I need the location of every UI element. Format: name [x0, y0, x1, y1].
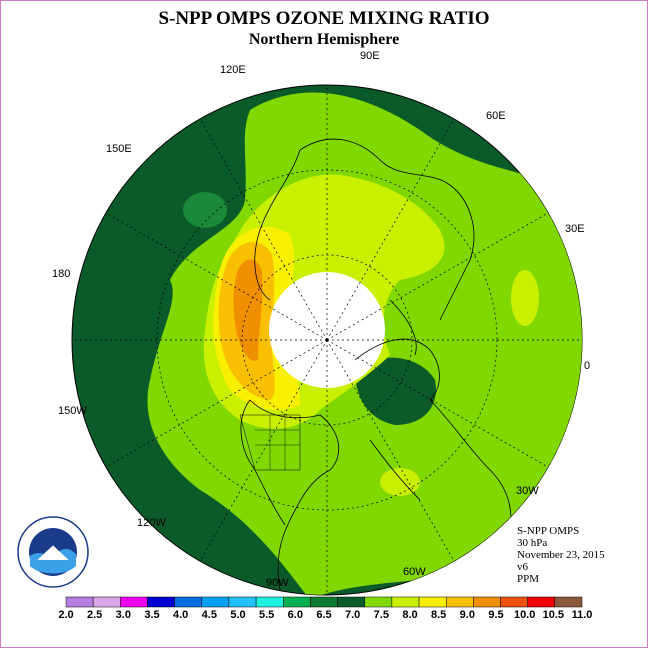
colorbar-tick-label: 6.5 [316, 609, 332, 621]
colorbar-swatch [473, 596, 501, 608]
colorbar-tick-label: 8.5 [431, 609, 447, 621]
info-date: November 23, 2015 [517, 549, 605, 561]
colorbar-swatch [255, 596, 284, 608]
lon-label-180: 180 [52, 268, 71, 280]
lon-label-30e: 30E [565, 223, 585, 235]
colorbar-tick-label: 2.5 [87, 609, 103, 621]
colorbar-swatch [445, 596, 474, 608]
page-subtitle: Northern Hemisphere [248, 31, 400, 48]
contour-6.5-spot [183, 192, 227, 228]
colorbar-tick-label: 4.0 [173, 609, 189, 621]
lon-label-120e: 120E [220, 64, 246, 76]
noaa-logo [17, 516, 89, 588]
lon-label-30w: 30W [516, 485, 539, 497]
ozone-field [147, 92, 582, 595]
page-title: S-NPP OMPS OZONE MIXING RATIO [158, 8, 490, 29]
colorbar-tick-label: 4.5 [201, 609, 217, 621]
coastlines [239, 138, 512, 591]
contour-8.0-blob3 [380, 468, 420, 496]
colorbar-swatch [283, 596, 311, 608]
colorbar-tick-label: 5.0 [230, 609, 246, 621]
contour-7.0-europe [355, 357, 436, 425]
contour-8.0-blob1 [383, 214, 427, 246]
colorbar-tick-label: 3.0 [115, 609, 131, 621]
info-level: 30 hPa [517, 537, 548, 549]
colorbar-swatch [310, 596, 338, 608]
contour-9.5 [233, 259, 263, 361]
colorbar-swatch [554, 596, 583, 608]
colorbar-tick-label: 2.0 [58, 609, 74, 621]
colorbar-swatch [147, 596, 175, 608]
lon-label-60e: 60E [486, 110, 506, 122]
colorbar-tick-label: 7.0 [345, 609, 361, 621]
colorbar-tick-label: 9.0 [459, 609, 475, 621]
lon-label-150w: 150W [58, 405, 87, 417]
lon-label-150e: 150E [106, 143, 132, 155]
lon-label-90e: 90E [360, 50, 380, 62]
colorbar-tick-label: 7.5 [373, 609, 389, 621]
lon-label-60w: 60W [403, 566, 426, 578]
info-version: v6 [517, 561, 528, 573]
colorbar-swatch [174, 596, 203, 608]
colorbar-swatch [201, 596, 230, 608]
colorbar-tick-label: 3.5 [144, 609, 160, 621]
colorbar-swatch [364, 596, 393, 608]
info-instrument: S-NPP OMPS [517, 525, 580, 537]
colorbar-swatch [120, 596, 148, 608]
colorbar-tick-label: 9.5 [488, 609, 504, 621]
colorbar-tick-label: 5.5 [259, 609, 275, 621]
colorbar-swatch [92, 596, 121, 608]
colorbar-swatch [65, 596, 94, 608]
lon-label-120w: 120W [137, 517, 166, 529]
colorbar-swatch [228, 596, 257, 608]
colorbar-tick-label: 11.0 [571, 609, 593, 621]
colorbar-tick-label: 6.0 [287, 609, 303, 621]
colorbar-swatch [418, 596, 447, 608]
info-units: PPM [517, 573, 540, 585]
lon-label-0: 0 [584, 360, 591, 372]
graticule [72, 85, 582, 595]
colorbar-swatch [391, 596, 420, 608]
colorbar-swatch [500, 596, 528, 608]
info-block: S-NPP OMPS 30 hPa November 23, 2015 v6 P… [517, 525, 605, 585]
contour-8.0-blob2 [511, 270, 539, 326]
colorbar [65, 596, 583, 608]
colorbar-swatch [527, 596, 556, 608]
colorbar-tick-label: 10.0 [513, 609, 536, 621]
colorbar-tick-label: 10.5 [542, 609, 565, 621]
colorbar-swatch [337, 596, 365, 608]
lon-label-90w: 90W [266, 577, 289, 589]
colorbar-tick-label: 8.0 [402, 609, 418, 621]
